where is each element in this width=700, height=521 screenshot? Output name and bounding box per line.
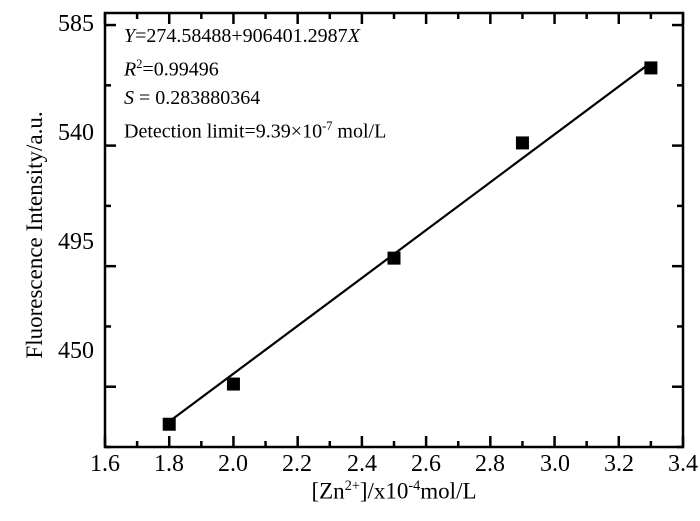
annotation-equation-y: Y xyxy=(124,25,136,47)
plot-frame-box xyxy=(103,11,685,449)
x-tick-label-3-0: 3.0 xyxy=(540,451,570,477)
regression-line xyxy=(168,61,652,423)
regression-annotation: Y=274.58488+906401.2987X R2=0.99496 S = … xyxy=(124,22,386,145)
x-axis-title-unit-end: mol/L xyxy=(420,478,477,504)
x-axis-title-exponent: -4 xyxy=(408,478,421,494)
annotation-detection-exponent: -7 xyxy=(322,118,333,133)
x-axis-title-unit-mid: ]/x10 xyxy=(359,478,409,504)
x-axis-tick-labels: 1.6 1.8 2.0 2.2 2.4 2.6 2.8 3.0 3.2 3.4 xyxy=(0,452,700,492)
x-axis-title-bracket-zn: [Zn xyxy=(311,478,345,504)
x-tick-label-2-8: 2.8 xyxy=(475,451,505,477)
x-axis-title: [Zn2+]/x10-4mol/L xyxy=(105,478,683,505)
x-tick-label-2-6: 2.6 xyxy=(411,451,441,477)
y-tick-label-540: 540 xyxy=(58,120,94,146)
data-markers xyxy=(162,61,658,431)
annotation-detection-suffix: mol/L xyxy=(332,120,387,143)
axis-frame xyxy=(103,11,685,449)
y-tick-label-495: 495 xyxy=(58,229,94,255)
data-point-marker xyxy=(515,136,529,150)
data-point-marker xyxy=(644,61,658,75)
annotation-detection-prefix: Detection limit=9.39×10 xyxy=(124,120,323,143)
x-tick-label-1-8: 1.8 xyxy=(154,451,184,477)
x-tick-label-3-2: 3.2 xyxy=(604,451,634,477)
data-point-marker xyxy=(387,251,401,265)
annotation-r-exponent: 2 xyxy=(136,57,143,71)
x-tick-label-2-2: 2.2 xyxy=(282,451,312,477)
x-axis-title-charge: 2+ xyxy=(344,478,360,494)
annotation-s-value: = 0.283880364 xyxy=(139,86,261,109)
y-tick-label-585: 585 xyxy=(58,11,94,37)
fit-line xyxy=(168,61,652,423)
annotation-equation-x: X xyxy=(347,25,360,47)
annotation-equation-body: =274.58488+906401.2987 xyxy=(135,25,348,47)
annotation-s-symbol: S xyxy=(124,86,134,109)
data-point-marker xyxy=(162,417,176,431)
annotation-r-value: =0.99496 xyxy=(142,58,219,81)
y-axis-tick-labels: 585 540 495 450 xyxy=(18,0,94,521)
tick-marks xyxy=(103,13,685,449)
x-tick-label-1-6: 1.6 xyxy=(90,451,120,477)
x-tick-label-3-4: 3.4 xyxy=(668,451,698,477)
annotation-detection-limit: Detection limit=9.39×10-7 mol/L xyxy=(124,112,386,146)
annotation-sensitivity: S = 0.283880364 xyxy=(124,84,386,112)
x-tick-label-2-0: 2.0 xyxy=(218,451,248,477)
annotation-r-symbol: R xyxy=(124,58,137,81)
data-point-marker xyxy=(226,377,240,391)
annotation-r-squared: R2=0.99496 xyxy=(124,50,386,84)
annotation-equation: Y=274.58488+906401.2987X xyxy=(124,22,386,50)
x-tick-label-2-4: 2.4 xyxy=(347,451,377,477)
y-tick-label-450: 450 xyxy=(58,338,94,364)
